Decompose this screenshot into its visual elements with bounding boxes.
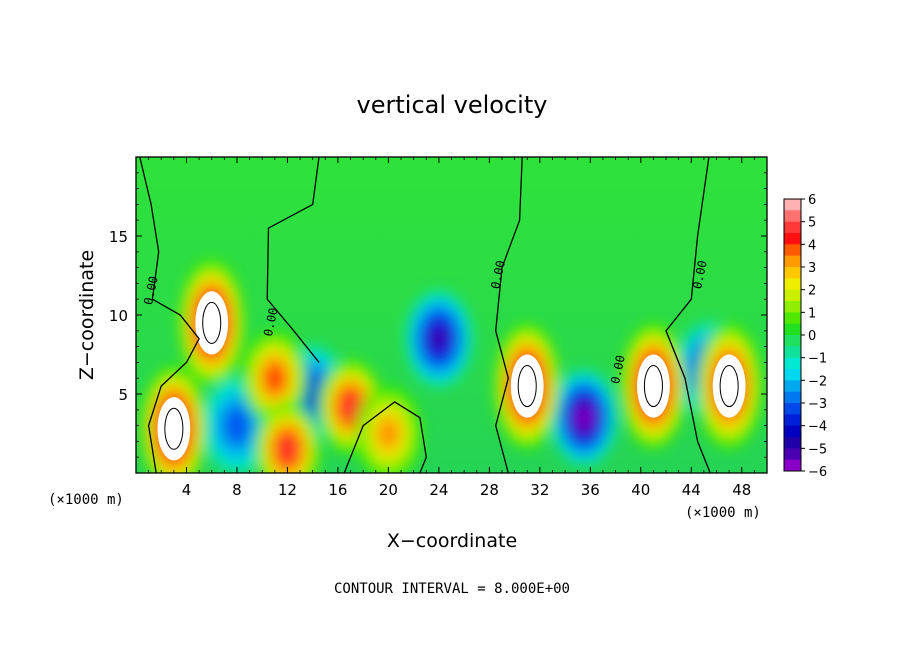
colorbar-bin — [784, 255, 801, 268]
y-tick-label: 5 — [118, 386, 128, 404]
colorbar-bin — [784, 380, 801, 392]
colorbar-tick-label: 6 — [808, 193, 816, 208]
colorbar-bin — [784, 448, 801, 460]
colorbar-bin — [784, 233, 801, 245]
field-level-7-5 — [265, 365, 284, 392]
x-tick-label: 32 — [530, 481, 549, 499]
colorbar-bin — [784, 312, 801, 324]
contour-label: 0.00 — [261, 306, 281, 337]
colorbar-bin — [784, 346, 801, 358]
x-axis-label: X−coordinate — [387, 530, 517, 552]
colorbar-bin — [784, 267, 801, 279]
core-contour-1 — [202, 301, 222, 344]
core-contour-3 — [643, 365, 663, 408]
colorbar-bin — [784, 414, 801, 426]
x-tick-label: 4 — [182, 481, 192, 499]
field-level-8-6 — [279, 438, 296, 461]
x-tick-label: 36 — [581, 481, 600, 499]
colorbar-bin — [784, 357, 801, 370]
colorbar-bin — [784, 437, 801, 449]
field-level-3-6 — [576, 406, 592, 429]
colorbar-tick-label: −4 — [808, 420, 827, 435]
core-2 — [510, 354, 544, 418]
contour-label: 0.00 — [141, 275, 161, 306]
x-tick-label: 12 — [278, 481, 297, 499]
zero-contour-4 — [343, 401, 427, 473]
colorbar-bin — [784, 323, 801, 336]
plot-area: 0.00 0.00 0.00 0.00 0.00 — [136, 157, 767, 473]
contour-interval-note: CONTOUR INTERVAL = 8.000E+00 — [334, 581, 570, 597]
colorbar-bin — [784, 199, 801, 211]
core-contour-2 — [517, 365, 537, 408]
colorbar-tick-label: 0 — [808, 329, 816, 344]
colorbar: 6 5 4 3 2 1 0 −1 −2 −3 −4 −5 −6 — [783, 193, 827, 480]
colorbar-tick-label: −6 — [808, 465, 827, 480]
colorbar-bin — [784, 244, 801, 256]
y-axis-label: Z−coordinate — [76, 250, 98, 380]
colorbar-tick-label: −1 — [808, 352, 827, 367]
core-4 — [712, 354, 746, 418]
x-tick-label: 8 — [232, 481, 242, 499]
colorbar-tick-label: 1 — [808, 306, 816, 321]
colorbar-bin — [784, 210, 801, 222]
field-level-2-5 — [429, 325, 448, 352]
field-level-0-3 — [222, 405, 252, 446]
zero-contour-2 — [495, 157, 523, 473]
contour-label: 0.00 — [488, 259, 508, 290]
x-unit-label: (×1000 m) — [685, 505, 761, 521]
x-tick-label: 28 — [480, 481, 499, 499]
y-unit-label: (×1000 m) — [48, 492, 124, 508]
colorbar-bin — [784, 301, 801, 313]
colorbar-bin — [784, 459, 801, 472]
colorbar-bin — [784, 403, 801, 415]
colorbar-bin — [784, 289, 801, 302]
chart-title: vertical velocity — [357, 91, 548, 119]
colorbar-tick-label: 4 — [808, 238, 816, 253]
contour-label: 0.00 — [608, 354, 628, 385]
x-tick-label: 44 — [682, 481, 701, 499]
y-axis-ticks: 5 10 15 — [109, 172, 767, 458]
core-contour-0 — [164, 407, 184, 450]
core-1 — [195, 291, 229, 355]
core-0 — [157, 397, 191, 461]
colorbar-tick-label: 3 — [808, 261, 816, 276]
field-level-9-6 — [342, 395, 359, 418]
zero-contour-0 — [139, 157, 200, 473]
zero-contour-3 — [665, 157, 711, 473]
zero-contours: 0.00 0.00 0.00 0.00 0.00 — [139, 157, 711, 473]
y-tick-label: 10 — [109, 307, 128, 325]
colorbar-bin — [784, 221, 801, 234]
x-tick-label: 24 — [429, 481, 448, 499]
velocity-cores — [157, 291, 746, 461]
x-axis-ticks: 4 8 12 16 20 24 28 32 36 40 44 48 — [148, 157, 755, 499]
colorbar-bin — [784, 278, 801, 290]
colorbar-tick-label: −3 — [808, 397, 827, 412]
colorbar-bin — [784, 425, 801, 438]
core-contour-4 — [719, 365, 739, 408]
colorbar-tick-label: 2 — [808, 284, 816, 299]
zero-contour-1 — [266, 157, 320, 363]
field-level-10-4 — [377, 417, 400, 450]
x-tick-label: 20 — [379, 481, 398, 499]
colorbar-bin — [784, 369, 801, 381]
x-tick-label: 16 — [328, 481, 347, 499]
core-3 — [637, 354, 670, 418]
contour-label: 0.00 — [690, 259, 710, 290]
x-tick-label: 40 — [631, 481, 650, 499]
colorbar-tick-label: −5 — [808, 442, 827, 457]
colorbar-tick-label: −2 — [808, 374, 827, 389]
y-tick-label: 15 — [109, 228, 128, 246]
colorbar-bin — [784, 391, 801, 404]
colorbar-tick-label: 5 — [808, 216, 816, 231]
colorbar-bin — [784, 335, 801, 347]
x-tick-label: 48 — [732, 481, 751, 499]
